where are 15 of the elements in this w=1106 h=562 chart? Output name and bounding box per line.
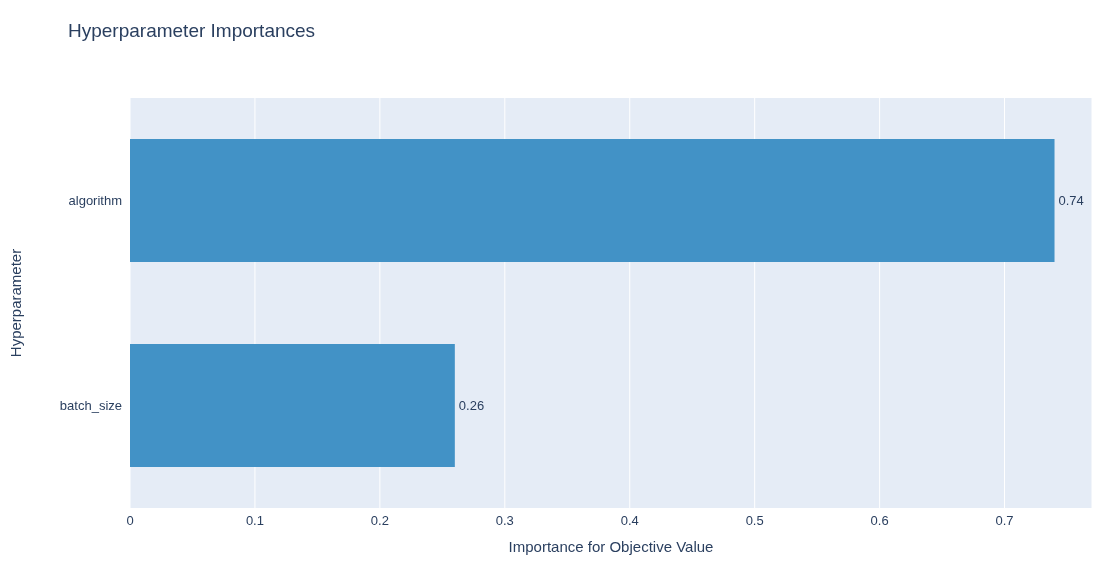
x-tick-label: 0.5 <box>745 513 764 529</box>
chart-title: Hyperparameter Importances <box>68 20 316 42</box>
data-label: 0.74 <box>1058 193 1084 209</box>
x-tick-label: 0.1 <box>245 513 264 529</box>
x-tick-label: 0 <box>126 513 134 529</box>
x-tick-label: 0.3 <box>495 513 514 529</box>
y-tick-label: algorithm <box>68 193 122 209</box>
y-tick-label: batch_size <box>59 398 122 414</box>
data-label: 0.26 <box>458 398 485 414</box>
x-tick-label: 0.4 <box>620 513 639 529</box>
x-axis-title: Importance for Objective Value <box>508 538 714 555</box>
y-axis-title: Hyperparameter <box>7 248 25 358</box>
x-tick-label: 0.6 <box>870 513 889 529</box>
x-tick-label: 0.2 <box>370 513 389 529</box>
x-tick-label: 0.7 <box>995 513 1014 529</box>
